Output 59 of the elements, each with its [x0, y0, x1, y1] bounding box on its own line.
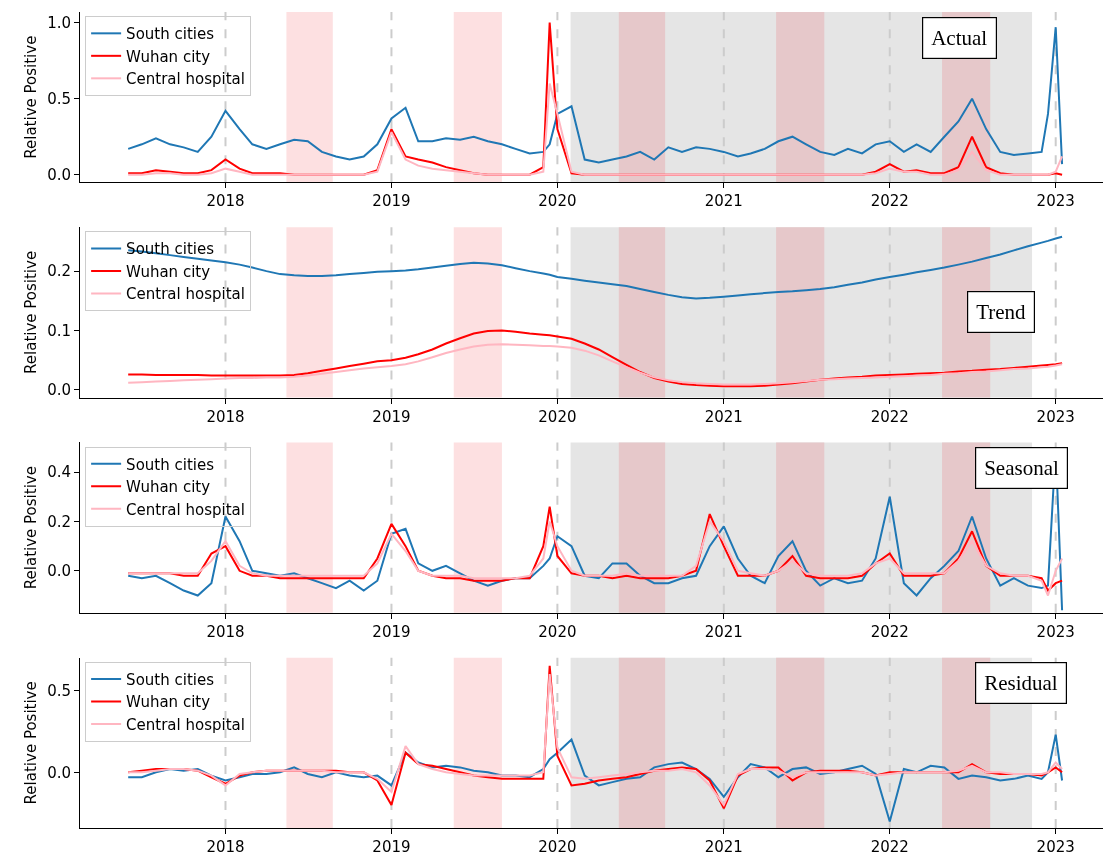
legend-label: South cities	[126, 25, 215, 44]
legend-label: Wuhan city	[126, 262, 211, 281]
x-tick-label: 2023	[1036, 622, 1075, 641]
x-tick-label: 2021	[704, 407, 743, 426]
x-tick-label: 2018	[206, 407, 245, 426]
line-series	[127, 733, 1064, 823]
x-tick-label: 2019	[372, 622, 411, 641]
x-tick-label: 2023	[1036, 838, 1075, 856]
x-tick-label: 2021	[704, 622, 743, 641]
x-tick-label: 2020	[538, 838, 577, 856]
annotation: Actual	[931, 26, 988, 51]
x-tick-label: 2018	[206, 192, 245, 211]
annotation: Trend	[976, 300, 1027, 325]
y-tick-label: 0.5	[47, 89, 71, 108]
y-axis-title: Relative Positive	[22, 681, 41, 805]
y-axis-title: Relative Positive	[22, 250, 41, 374]
x-tick-label: 2018	[206, 838, 245, 856]
y-tick-label: 1.0	[47, 13, 71, 32]
legend-label: Central hospital	[126, 500, 245, 519]
x-tick-label: 2020	[538, 192, 577, 211]
annotation: Seasonal	[984, 456, 1060, 481]
annotation: Residual	[984, 671, 1058, 696]
x-tick-label: 2022	[870, 407, 909, 426]
line-series	[127, 343, 1064, 386]
y-axis-title: Relative Positive	[22, 466, 41, 590]
y-tick-label: 0.0	[47, 165, 71, 184]
y-tick-label: 0.2	[47, 262, 71, 281]
y-tick-label: 0.1	[47, 321, 71, 340]
x-tick-label: 2018	[206, 622, 245, 641]
x-tick-label: 2023	[1036, 407, 1075, 426]
line-series	[127, 520, 1064, 597]
x-tick-label: 2023	[1036, 192, 1075, 211]
y-tick-label: 0.0	[47, 763, 71, 782]
legend-label: Central hospital	[126, 285, 245, 304]
x-tick-label: 2022	[870, 838, 909, 856]
y-tick-label: 0.0	[47, 562, 71, 581]
legend-label: South cities	[126, 670, 215, 689]
x-tick-label: 2021	[704, 192, 743, 211]
x-tick-label: 2020	[538, 622, 577, 641]
legend-label: Central hospital	[126, 70, 245, 89]
y-axis-title: Relative Positive	[22, 35, 41, 159]
legend-label: Wuhan city	[126, 693, 211, 712]
x-tick-label: 2021	[704, 838, 743, 856]
x-tick-label: 2022	[870, 192, 909, 211]
legend-label: Wuhan city	[126, 47, 211, 66]
x-tick-label: 2019	[372, 192, 411, 211]
legend-label: South cities	[126, 455, 215, 474]
y-tick-label: 0.5	[47, 681, 71, 700]
y-tick-label: 0.0	[47, 381, 71, 400]
x-tick-label: 2020	[538, 407, 577, 426]
legend-label: Wuhan city	[126, 478, 211, 497]
line-series	[127, 235, 1064, 300]
y-tick-label: 0.2	[47, 512, 71, 531]
line-series	[127, 329, 1064, 388]
x-tick-label: 2022	[870, 622, 909, 641]
y-tick-label: 0.4	[47, 463, 71, 482]
legend-label: Central hospital	[126, 715, 245, 734]
x-tick-label: 2019	[372, 407, 411, 426]
x-tick-label: 2019	[372, 838, 411, 856]
